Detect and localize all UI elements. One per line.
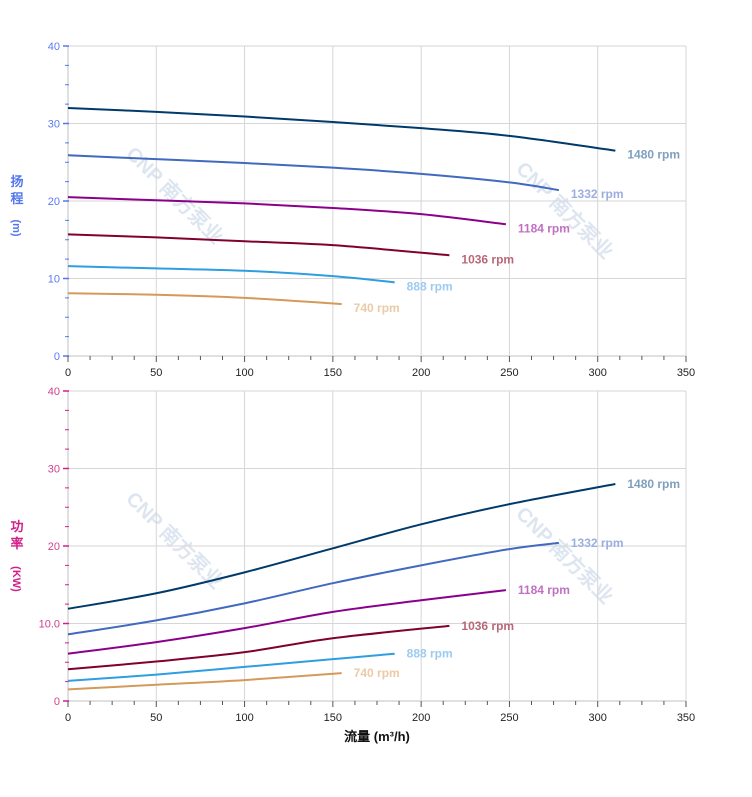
x-tick-label: 150 — [324, 367, 342, 379]
y-axis-title-char: 率 — [10, 536, 23, 551]
y-tick-label: 10.0 — [39, 619, 60, 631]
y-tick-label: 40 — [48, 41, 60, 53]
x-tick-label: 200 — [412, 712, 430, 724]
watermark-logo: CNP 南方泵业 — [121, 487, 228, 594]
x-tick-label: 300 — [589, 712, 607, 724]
series-label: 1184 rpm — [518, 221, 570, 235]
y-axis-title-char: 程 — [10, 191, 23, 206]
series-line-740-rpm — [67, 672, 342, 691]
series-label: 1332 rpm — [571, 187, 624, 201]
x-tick-label: 350 — [677, 367, 695, 379]
series-line-1036-rpm — [67, 624, 450, 671]
series-label: 1036 rpm — [461, 619, 514, 633]
series-line-888-rpm — [67, 265, 395, 284]
series-label: 740 rpm — [354, 666, 400, 680]
x-axis-title: 流量 (m³/h) — [344, 729, 410, 744]
y-tick-label: 30 — [48, 119, 60, 131]
x-tick-label: 100 — [235, 367, 253, 379]
series-label: 888 rpm — [407, 647, 453, 661]
y-tick-label: 10 — [48, 274, 60, 286]
x-tick-label: 250 — [500, 712, 518, 724]
series-label: 888 rpm — [407, 279, 453, 293]
x-tick-label: 50 — [150, 367, 162, 379]
series-label: 1332 rpm — [571, 536, 624, 550]
y-axis-unit: (KW) — [10, 566, 22, 592]
y-tick-label: 30 — [48, 464, 60, 476]
series-label: 1184 rpm — [518, 583, 570, 597]
series-label: 1480 rpm — [627, 477, 680, 491]
x-tick-label: 200 — [412, 367, 430, 379]
x-tick-label: 0 — [65, 367, 71, 379]
x-tick-label: 300 — [589, 367, 607, 379]
y-axis-unit: (m) — [10, 219, 22, 236]
y-tick-label: 0 — [54, 351, 60, 363]
series-label: 1036 rpm — [461, 252, 514, 266]
x-tick-label: 150 — [324, 712, 342, 724]
x-tick-label: 100 — [235, 712, 253, 724]
series-line-1480-rpm — [67, 107, 616, 152]
y-axis-title-char: 功 — [10, 519, 23, 534]
y-tick-label: 40 — [48, 386, 60, 398]
series-line-1480-rpm — [67, 483, 616, 610]
series-line-1332-rpm — [67, 154, 560, 192]
series-label: 740 rpm — [354, 301, 400, 315]
x-tick-label: 50 — [150, 712, 162, 724]
series-label: 1480 rpm — [627, 148, 680, 162]
series-line-1036-rpm — [67, 233, 450, 257]
watermark-logo: CNP 南方泵业 — [511, 157, 618, 264]
series-line-1184-rpm — [67, 589, 507, 655]
y-axis-title-char: 扬 — [10, 174, 23, 189]
y-tick-label: 20 — [48, 196, 60, 208]
series-line-740-rpm — [67, 292, 342, 306]
series-line-1332-rpm — [67, 541, 559, 636]
x-tick-label: 250 — [500, 367, 518, 379]
series-line-1184-rpm — [67, 196, 507, 226]
y-tick-label: 0 — [54, 696, 60, 708]
x-tick-label: 350 — [677, 712, 695, 724]
y-tick-label: 20 — [48, 541, 60, 553]
series-line-888-rpm — [67, 652, 395, 682]
x-tick-label: 0 — [65, 712, 71, 724]
